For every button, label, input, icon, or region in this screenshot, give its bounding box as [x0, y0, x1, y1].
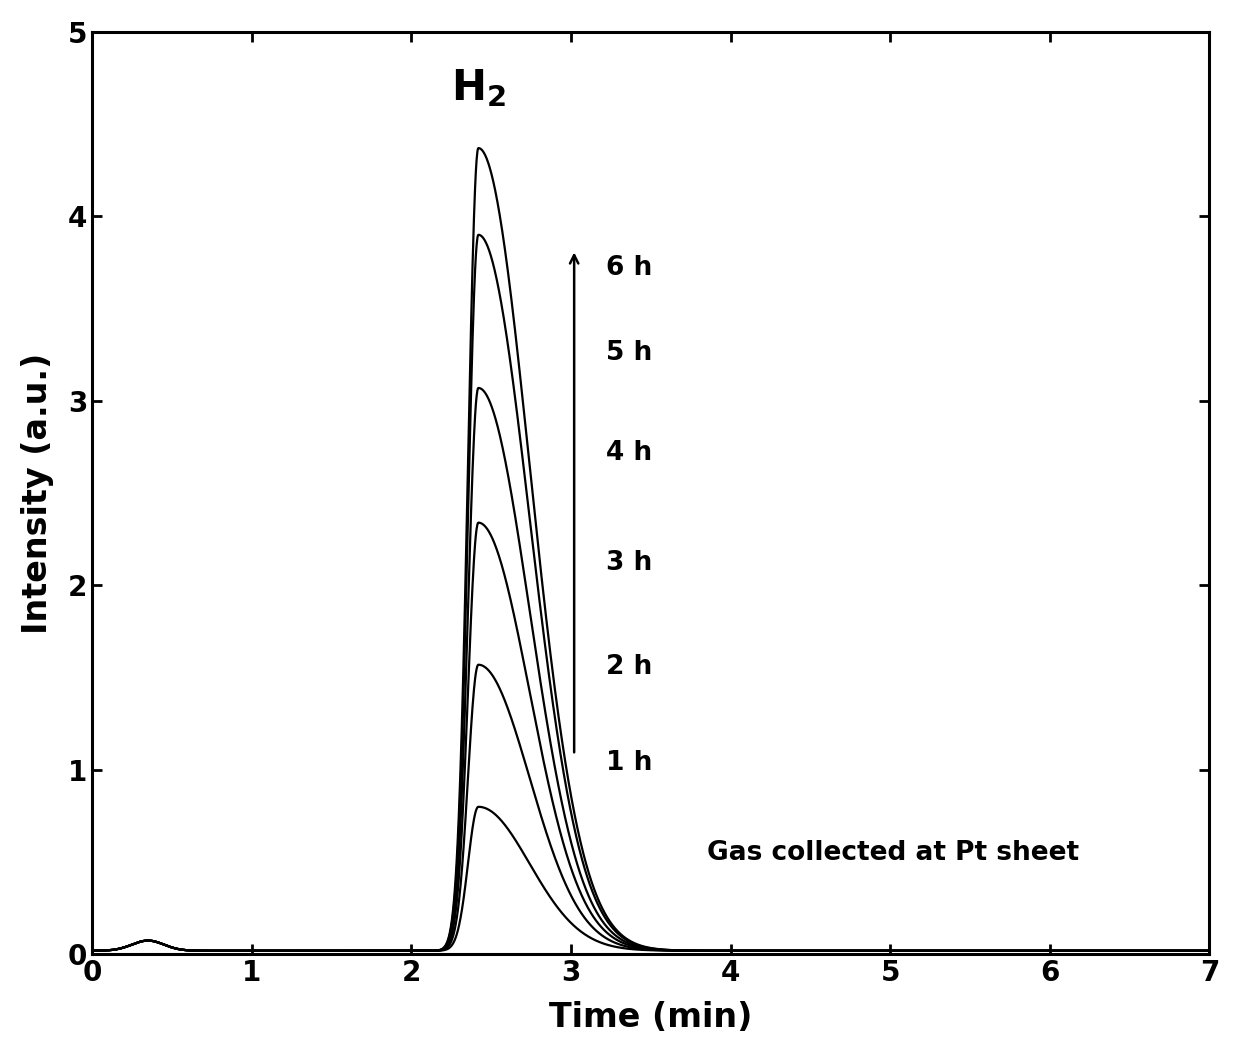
Text: 1 h: 1 h — [606, 749, 652, 775]
X-axis label: Time (min): Time (min) — [549, 1001, 753, 1034]
Text: 3 h: 3 h — [606, 551, 652, 576]
Text: 5 h: 5 h — [606, 340, 652, 366]
Text: $\mathbf{H_2}$: $\mathbf{H_2}$ — [451, 68, 506, 110]
Y-axis label: Intensity (a.u.): Intensity (a.u.) — [21, 352, 53, 634]
Text: 6 h: 6 h — [606, 255, 652, 281]
Text: Gas collected at Pt sheet: Gas collected at Pt sheet — [707, 840, 1079, 866]
Text: 2 h: 2 h — [606, 653, 652, 679]
Text: 4 h: 4 h — [606, 440, 652, 465]
